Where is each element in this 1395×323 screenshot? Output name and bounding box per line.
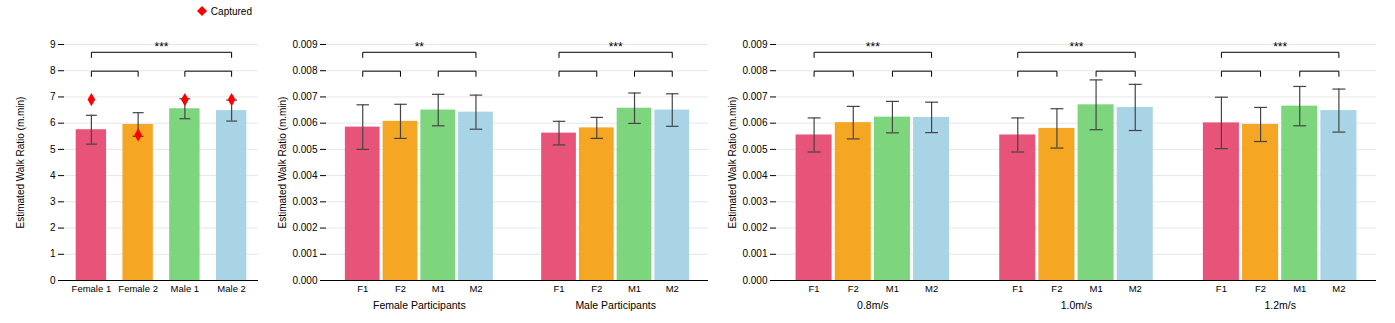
svg-text:0.008: 0.008 xyxy=(292,65,317,76)
svg-text:0.005: 0.005 xyxy=(292,144,317,155)
svg-text:Female 2: Female 2 xyxy=(118,283,158,294)
svg-text:M2: M2 xyxy=(1332,283,1345,294)
svg-text:M1: M1 xyxy=(1089,283,1102,294)
svg-text:6: 6 xyxy=(50,117,56,128)
svg-text:0: 0 xyxy=(50,275,56,286)
svg-text:F1: F1 xyxy=(1012,283,1023,294)
svg-text:***: *** xyxy=(1069,40,1083,54)
svg-text:0.007: 0.007 xyxy=(742,91,767,102)
svg-text:0.005: 0.005 xyxy=(742,144,767,155)
svg-text:M2: M2 xyxy=(666,283,679,294)
svg-text:0.001: 0.001 xyxy=(292,248,317,259)
svg-text:***: *** xyxy=(866,40,880,54)
svg-text:M2: M2 xyxy=(469,283,482,294)
svg-text:0.000: 0.000 xyxy=(292,275,317,286)
svg-text:3: 3 xyxy=(50,196,56,207)
svg-text:M1: M1 xyxy=(1293,283,1306,294)
svg-text:F1: F1 xyxy=(553,283,564,294)
svg-text:Male 2: Male 2 xyxy=(217,283,246,294)
svg-text:0.009: 0.009 xyxy=(292,39,317,50)
svg-text:F2: F2 xyxy=(591,283,602,294)
svg-text:0.002: 0.002 xyxy=(742,222,767,233)
svg-text:F1: F1 xyxy=(357,283,368,294)
svg-text:0.003: 0.003 xyxy=(292,196,317,207)
html-text:Captured: Captured xyxy=(210,5,252,17)
svg-text:F1: F1 xyxy=(1216,283,1227,294)
svg-text:Male Participants: Male Participants xyxy=(575,299,656,311)
svg-text:***: *** xyxy=(154,40,168,54)
svg-text:M2: M2 xyxy=(925,283,938,294)
svg-text:Estimated Walk Ratio (m.min): Estimated Walk Ratio (m.min) xyxy=(277,97,288,229)
svg-text:Female 1: Female 1 xyxy=(72,283,112,294)
svg-text:***: *** xyxy=(609,40,623,54)
svg-text:0.006: 0.006 xyxy=(742,117,767,128)
svg-text:0.004: 0.004 xyxy=(292,170,317,181)
svg-text:8: 8 xyxy=(50,65,56,76)
svg-text:1.2m/s: 1.2m/s xyxy=(1264,299,1296,311)
svg-text:7: 7 xyxy=(50,91,56,102)
svg-text:0.004: 0.004 xyxy=(742,170,767,181)
svg-text:M2: M2 xyxy=(1129,283,1142,294)
svg-text:F2: F2 xyxy=(1255,283,1266,294)
svg-text:1.0m/s: 1.0m/s xyxy=(1061,299,1093,311)
svg-text:1: 1 xyxy=(50,248,56,259)
svg-text:F2: F2 xyxy=(395,283,406,294)
svg-text:***: *** xyxy=(1273,40,1287,54)
svg-text:0.003: 0.003 xyxy=(742,196,767,207)
svg-text:Female Participants: Female Participants xyxy=(373,299,466,311)
svg-text:F2: F2 xyxy=(1051,283,1062,294)
svg-text:M1: M1 xyxy=(886,283,899,294)
svg-text:0.002: 0.002 xyxy=(292,222,317,233)
svg-text:9: 9 xyxy=(50,39,56,50)
svg-text:Estimated Walk Ratio (m.min): Estimated Walk Ratio (m.min) xyxy=(15,97,26,229)
svg-text:F1: F1 xyxy=(809,283,820,294)
svg-text:0.008: 0.008 xyxy=(742,65,767,76)
svg-text:4: 4 xyxy=(50,170,56,181)
svg-text:**: ** xyxy=(415,40,425,54)
svg-text:Estimated Walk Ratio (m.min): Estimated Walk Ratio (m.min) xyxy=(727,97,738,229)
svg-text:F2: F2 xyxy=(848,283,859,294)
svg-text:0.007: 0.007 xyxy=(292,91,317,102)
svg-text:0.001: 0.001 xyxy=(742,248,767,259)
svg-text:2: 2 xyxy=(50,222,56,233)
svg-text:0.009: 0.009 xyxy=(742,39,767,50)
svg-text:Male 1: Male 1 xyxy=(171,283,200,294)
svg-text:0.8m/s: 0.8m/s xyxy=(857,299,889,311)
svg-text:5: 5 xyxy=(50,144,56,155)
svg-text:M1: M1 xyxy=(432,283,445,294)
svg-text:0.006: 0.006 xyxy=(292,117,317,128)
svg-text:0.000: 0.000 xyxy=(742,275,767,286)
svg-text:M1: M1 xyxy=(628,283,641,294)
